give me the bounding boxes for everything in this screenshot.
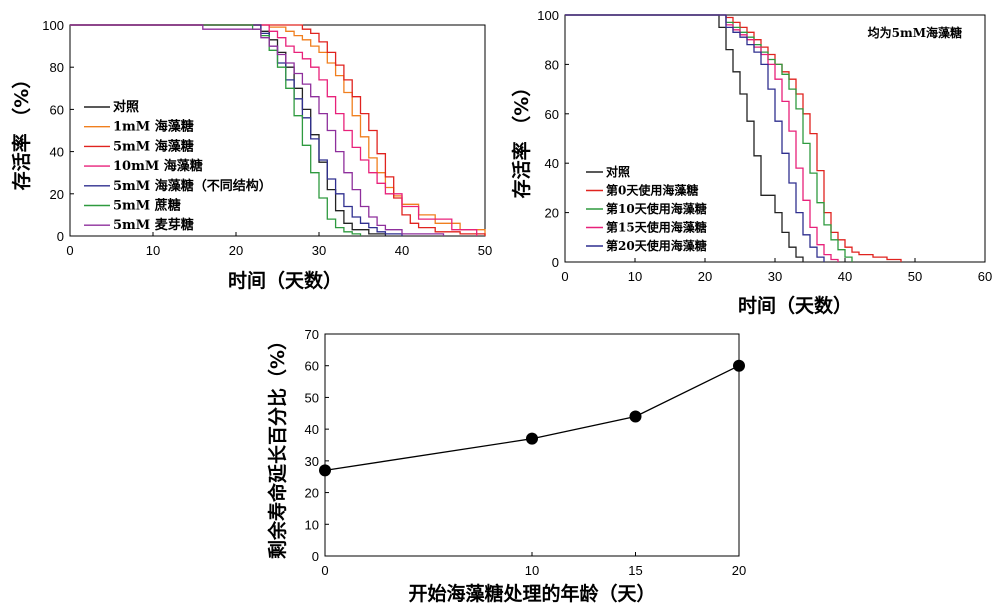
- x-tick-label: 30: [768, 269, 782, 284]
- legend-entry-1: 1mM 海藻糖: [113, 119, 194, 135]
- y-tick-label: 20: [545, 206, 559, 221]
- x-tick-label: 0: [66, 243, 73, 258]
- legend-entry-3: 第15天使用海藻糖: [606, 220, 707, 235]
- y-tick-label: 10: [305, 517, 319, 532]
- legend-entry-6: 5mM 麦芽糖: [113, 217, 194, 233]
- y-tick-label: 100: [42, 18, 64, 33]
- chart-trehalose-start-day: 0 10 20 30 40 50 60 0 20 40 60 80 100 时间（天数） 存活率 （%） 均为…: [510, 8, 992, 317]
- x-tick-label: 40: [838, 269, 852, 284]
- y-tick-label: 60: [50, 102, 64, 117]
- y-tick-label: 0: [552, 255, 559, 270]
- x-tick-label: 60: [978, 269, 992, 284]
- series-line-6: [70, 24, 445, 236]
- series-line-4: [565, 14, 825, 262]
- y-tick-label: 20: [305, 486, 319, 501]
- x-tick-label: 0: [561, 269, 568, 284]
- legend-entry-0: 对照: [113, 99, 139, 115]
- legend-entry-2: 第10天使用海藻糖: [606, 201, 707, 216]
- y-tick-label: 0: [57, 229, 64, 244]
- y-tick-label: 20: [50, 187, 64, 202]
- x-axis-label: 时间（天数）: [738, 294, 852, 317]
- x-tick-label: 30: [312, 243, 326, 258]
- y-tick-label: 30: [305, 454, 319, 469]
- series-line-0: [565, 14, 804, 262]
- y-tick-label: 0: [312, 549, 319, 564]
- y-axis-label: 存活率 （%）: [510, 78, 533, 199]
- series-line-3: [565, 14, 839, 262]
- data-point: [733, 359, 745, 372]
- y-tick-label: 80: [50, 60, 64, 75]
- legend-entry-1: 第0天使用海藻糖: [606, 183, 698, 198]
- x-tick-label: 40: [395, 243, 409, 258]
- data-point: [629, 410, 642, 423]
- x-tick-label: 10: [525, 563, 539, 578]
- chart-lifespan-by-sugar: 0 10 20 30 40 50 0 20 40 60 80 100 时间（天数） 存活率 （%） 对照 1m…: [10, 18, 492, 292]
- y-tick-label: 40: [305, 422, 319, 437]
- legend-entry-4: 5mM 海藻糖（不同结构）: [113, 178, 272, 194]
- series-line-0: [324, 365, 740, 472]
- y-tick-label: 40: [545, 156, 559, 171]
- x-tick-label: 50: [908, 269, 922, 284]
- legend-entry-5: 5mM 蔗糖: [113, 198, 181, 214]
- series-line-1: [565, 14, 902, 262]
- data-point: [319, 464, 331, 477]
- series-line-3: [70, 24, 478, 236]
- y-tick-label: 60: [545, 107, 559, 122]
- y-tick-label: 50: [305, 390, 319, 405]
- y-tick-label: 100: [537, 8, 559, 23]
- chart-remaining-lifespan-extension: 0 10 15 20 0 10 20 30 40 50 60 70 开始海藻糖处理的年龄（天） 剩余寿命延…: [266, 327, 746, 605]
- series-line-2: [70, 24, 486, 236]
- chart-title: 均为5mM海藻糖: [868, 25, 962, 40]
- y-tick-label: 60: [305, 359, 319, 374]
- plot-frame: [324, 333, 740, 557]
- x-tick-label: 20: [732, 563, 746, 578]
- legend-entry-0: 对照: [606, 164, 630, 179]
- x-tick-label: 10: [146, 243, 160, 258]
- x-tick-label: 15: [628, 563, 642, 578]
- data-point: [526, 432, 538, 445]
- x-tick-label: 50: [478, 243, 492, 258]
- x-tick-label: 0: [321, 563, 328, 578]
- legend-entry-3: 10mM 海藻糖: [113, 158, 203, 174]
- x-axis-label: 开始海藻糖处理的年龄（天）: [408, 582, 655, 605]
- x-tick-label: 20: [229, 243, 243, 258]
- x-tick-label: 10: [628, 269, 642, 284]
- x-axis-label: 时间（天数）: [228, 269, 342, 292]
- y-tick-label: 80: [545, 57, 559, 72]
- y-axis-label: 剩余寿命延长百分比（%）: [266, 331, 289, 559]
- legend-entry-2: 5mM 海藻糖: [113, 138, 194, 154]
- y-axis-label: 存活率 （%）: [10, 70, 33, 191]
- y-tick-label: 70: [305, 327, 319, 342]
- x-tick-label: 20: [698, 269, 712, 284]
- y-tick-label: 40: [50, 145, 64, 160]
- legend-entry-4: 第20天使用海藻糖: [606, 238, 707, 253]
